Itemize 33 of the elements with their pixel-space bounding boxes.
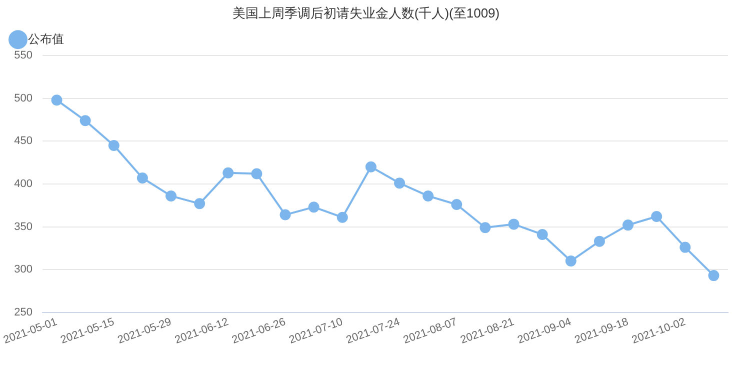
y-tick-label: 250: [14, 306, 32, 318]
y-tick-label: 450: [14, 135, 32, 148]
point: [508, 218, 520, 230]
y-tick-label: 500: [14, 92, 32, 104]
point: [108, 140, 120, 151]
point: [451, 199, 462, 210]
point: [336, 212, 348, 223]
point: [280, 209, 291, 220]
point: [136, 172, 148, 184]
point: [194, 198, 206, 210]
legend-label: 公布值: [28, 32, 64, 46]
y-tick-label: 300: [14, 264, 32, 276]
point: [166, 190, 177, 202]
point: [51, 94, 62, 106]
chart-title: 美国上周季调后初请失业金人数(千人)(至1009): [232, 5, 500, 20]
point: [251, 168, 262, 180]
y-tick-label: 550: [14, 50, 32, 62]
point: [565, 256, 576, 266]
point: [651, 211, 662, 222]
point: [308, 202, 320, 213]
point: [365, 161, 376, 172]
y-tick-label: 400: [14, 178, 32, 190]
point: [394, 178, 406, 189]
point: [622, 220, 634, 231]
y-tick-label: 350: [14, 220, 32, 233]
point: [422, 190, 434, 202]
point: [80, 115, 91, 126]
point: [708, 270, 720, 282]
point: [680, 242, 691, 253]
point: [594, 236, 605, 247]
point: [480, 222, 491, 234]
point: [222, 167, 234, 178]
point: [536, 228, 548, 240]
